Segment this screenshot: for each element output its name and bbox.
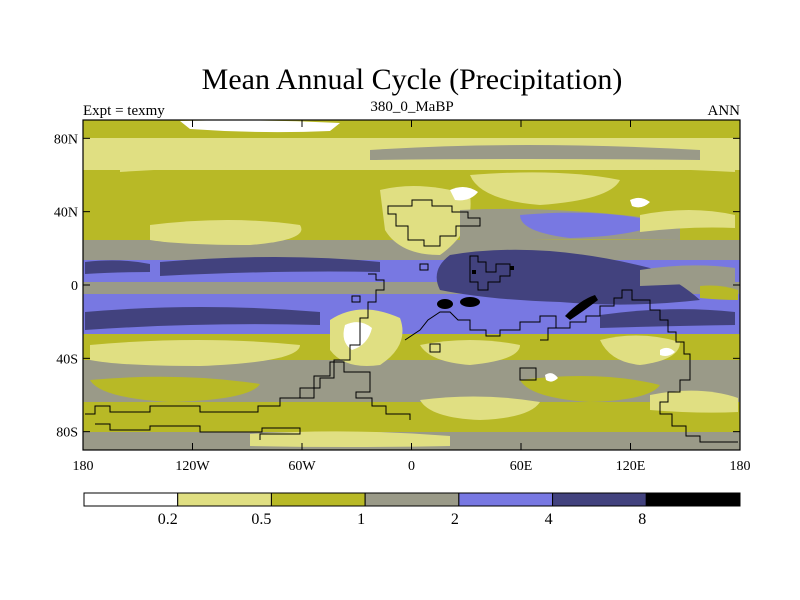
- outline-south-supercontinent: [85, 273, 385, 415]
- band-high-lat-south: [83, 402, 740, 432]
- south-olive-west: [90, 376, 260, 402]
- south-pale-east: [600, 335, 680, 365]
- outline-small-block: [429, 343, 441, 353]
- colorbar-swatch: [552, 492, 647, 507]
- colorbar-level-label: 1: [357, 511, 365, 528]
- plot-area: [83, 120, 740, 450]
- black-spot-1: [437, 299, 453, 309]
- colorbar-swatch: [364, 492, 460, 507]
- x-tick-label: 60E: [510, 459, 533, 474]
- colorbar-swatch: [83, 492, 179, 507]
- outline-lower-region: [300, 361, 411, 420]
- north-white-cap: [180, 120, 340, 133]
- black-speck-1: [510, 266, 514, 270]
- subtitle-right: ANN: [708, 103, 741, 119]
- y-axis: 80N 40N 0 40S 80S: [54, 132, 740, 441]
- x-tick-label: 60W: [288, 459, 316, 474]
- outline-east-coast-2: [556, 289, 738, 443]
- y-tick-label: 40S: [56, 352, 78, 367]
- tropical-dark-east: [600, 309, 735, 328]
- africa-white: [343, 322, 372, 350]
- continent-outlines: [85, 199, 738, 443]
- x-tick-label: 180: [730, 459, 751, 474]
- colorbar-swatch: [270, 492, 366, 507]
- colorbar-level-label: 2: [451, 511, 459, 528]
- white-spot-north-1: [450, 186, 478, 201]
- white-spot-south-1: [660, 347, 675, 356]
- y-tick-label: 40N: [54, 206, 78, 221]
- black-streak: [565, 295, 598, 320]
- x-tick-label: 180: [73, 459, 94, 474]
- x-tick-label: 0: [408, 459, 415, 474]
- white-spot-south-2: [545, 373, 558, 382]
- black-spot-2: [460, 297, 480, 307]
- west-pacific-pale: [150, 220, 302, 245]
- pale-arc-north: [640, 210, 735, 232]
- x-tick-label: 120W: [175, 459, 210, 474]
- north-gray-streak: [370, 145, 700, 160]
- south-pale-east-far: [650, 390, 738, 413]
- south-pale-central: [420, 340, 520, 365]
- east-asia-blue: [520, 212, 660, 238]
- colorbar-level-label: 0.2: [158, 511, 178, 528]
- south-pale-west: [90, 340, 300, 366]
- tropical-dark-north: [160, 257, 380, 276]
- outline-antarctic-coast: [95, 423, 301, 440]
- colorbar-level-label: 8: [638, 511, 646, 528]
- colorbar-level-label: 0.5: [251, 511, 271, 528]
- south-olive-mid: [520, 376, 660, 402]
- tropical-gray-east: [640, 265, 735, 286]
- colorbar-swatch: [458, 492, 554, 507]
- y-tick-label: 80N: [54, 132, 78, 147]
- tropical-dark-south: [85, 307, 320, 330]
- outline-east-coast-1: [404, 311, 557, 341]
- south-pale-far: [420, 396, 540, 420]
- chart-title: Mean Annual Cycle (Precipitation): [202, 63, 623, 96]
- white-spot-north-2: [630, 197, 650, 208]
- outline-small-square: [351, 295, 361, 303]
- colorbar-swatch: [177, 492, 272, 507]
- subtitle-center: 380_0_MaBP: [370, 99, 453, 115]
- tropical-dark-asia: [436, 249, 700, 305]
- antarctic-pale: [250, 431, 450, 447]
- outline-north-landmass: [387, 199, 481, 247]
- outline-interior-block: [519, 367, 537, 381]
- colorbar: 0.2 0.5 1 2 4 8: [83, 492, 741, 528]
- black-speck-2: [472, 270, 476, 274]
- north-east-pale: [470, 172, 620, 205]
- y-tick-label: 80S: [56, 426, 78, 441]
- outline-asia-block: [469, 255, 511, 291]
- x-axis: 180 120W 60W 0 60E 120E 180: [73, 120, 751, 474]
- outline-small-island: [419, 263, 429, 271]
- europe-pale: [380, 186, 471, 255]
- x-tick-label: 120E: [616, 459, 646, 474]
- colorbar-swatch: [645, 492, 741, 507]
- y-tick-label: 0: [71, 279, 78, 294]
- tropical-dark-west: [85, 260, 150, 274]
- tropical-pale-east: [700, 285, 738, 300]
- colorbar-level-label: 4: [545, 511, 553, 528]
- subtitle-left: Expt = texmy: [83, 103, 165, 119]
